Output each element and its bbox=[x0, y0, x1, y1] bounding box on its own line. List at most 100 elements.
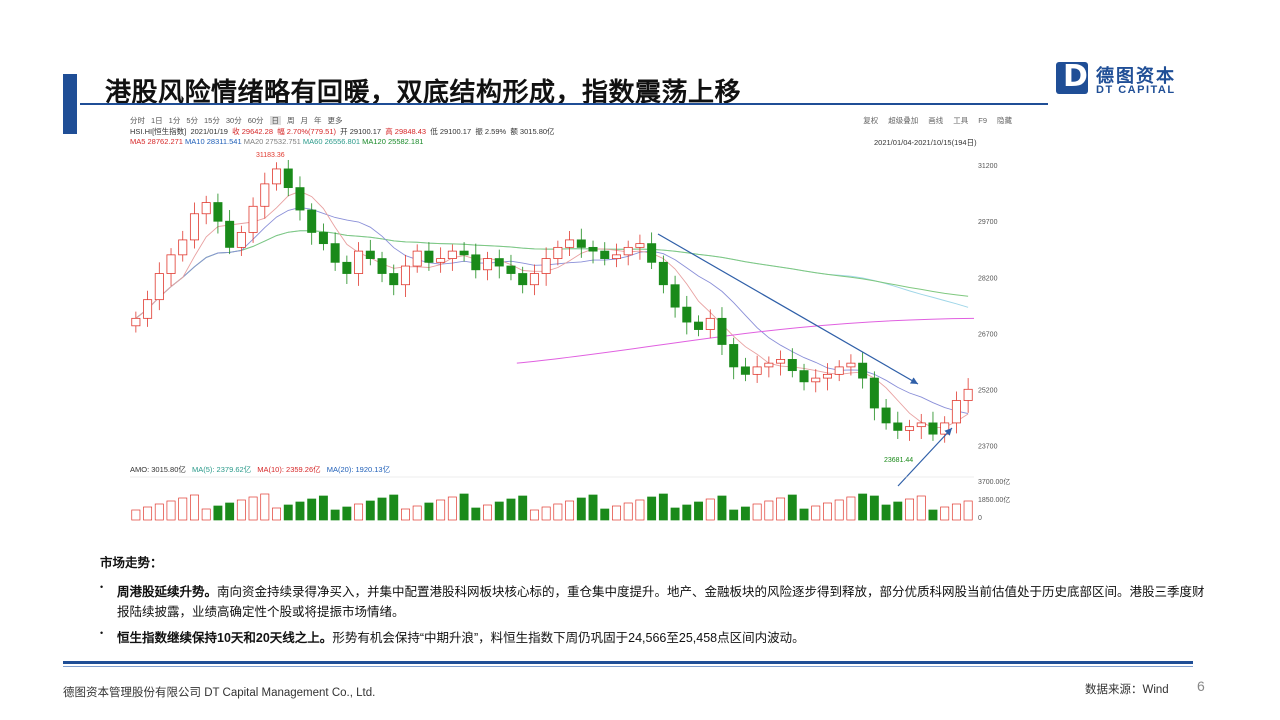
volume-bar bbox=[225, 502, 235, 521]
period-tab-2[interactable]: 1分 bbox=[168, 116, 181, 125]
candle-body bbox=[565, 239, 575, 248]
bullet-2-lead: 恒生指数继续保持10天和20天线之上。 bbox=[117, 631, 333, 645]
candle-body bbox=[717, 317, 727, 345]
chart-tools-toolbar: 复权 超级叠加 画线 工具 F9 隐藏 bbox=[853, 115, 1012, 126]
open-value: 开 29100.17 bbox=[340, 127, 382, 136]
candle-body bbox=[799, 370, 809, 383]
candle-body bbox=[787, 359, 797, 372]
candle-body bbox=[248, 205, 258, 233]
volume-bar bbox=[612, 505, 621, 521]
title-accent-bar bbox=[63, 74, 77, 134]
high-price-label: 31183.36 bbox=[256, 152, 285, 159]
candle-body bbox=[951, 400, 961, 424]
period-tab-4[interactable]: 15分 bbox=[204, 116, 220, 125]
bullet-1-lead: 周港股延续升势。 bbox=[117, 585, 218, 599]
volume-bar bbox=[178, 497, 188, 521]
candle-body bbox=[811, 377, 821, 383]
index-code: HSI.HI[恒生指数] bbox=[130, 127, 187, 136]
candle-body bbox=[354, 250, 364, 274]
period-tab-1[interactable]: 1日 bbox=[151, 116, 163, 125]
volume-bar bbox=[705, 498, 715, 521]
period-tab-5[interactable]: 30分 bbox=[225, 116, 242, 125]
volume-bar bbox=[342, 506, 352, 521]
volume-bar bbox=[518, 495, 528, 521]
chart-info-line: HSI.HI[恒生指数] 2021/01/19 收 29642.28 幅 2.7… bbox=[130, 126, 555, 137]
volume-bar bbox=[260, 493, 270, 521]
volume-bar bbox=[834, 499, 844, 521]
period-tab-3[interactable]: 5分 bbox=[186, 116, 199, 125]
volume-bar bbox=[318, 495, 328, 521]
volume-bar bbox=[447, 496, 457, 521]
candle-body bbox=[916, 422, 926, 428]
candle-body bbox=[623, 246, 633, 256]
volume-bar bbox=[905, 498, 914, 521]
volume-tick-label: 0 bbox=[978, 515, 982, 522]
candle-body bbox=[881, 407, 891, 424]
volume-tick-label: 3700.00亿 bbox=[978, 477, 1010, 486]
period-tab-8[interactable]: 周 bbox=[287, 116, 295, 125]
candle-body bbox=[694, 321, 704, 330]
volume-bar bbox=[565, 500, 575, 521]
candle-body bbox=[670, 284, 680, 308]
candle-body bbox=[600, 250, 610, 259]
chart-tool-0[interactable]: 复权 bbox=[863, 116, 879, 125]
period-tab-9[interactable]: 月 bbox=[300, 116, 309, 125]
candle-body bbox=[682, 306, 692, 323]
candle-body bbox=[189, 213, 199, 241]
amo-ma10: MA(10): 2359.26亿 bbox=[257, 465, 321, 474]
chart-tool-3[interactable]: 工具 bbox=[953, 116, 969, 125]
uptrend-arrow bbox=[897, 427, 953, 487]
data-source: 数据来源：Wind bbox=[1085, 684, 1169, 696]
volume-bar bbox=[916, 495, 926, 521]
candle-body bbox=[225, 220, 235, 248]
volume-bar bbox=[459, 493, 469, 521]
period-tab-10[interactable]: 年 bbox=[314, 116, 322, 125]
candle-body bbox=[541, 258, 551, 274]
chart-tool-5[interactable]: 隐藏 bbox=[997, 116, 1012, 125]
y-tick-label: 28200 bbox=[978, 275, 998, 282]
volume-bar bbox=[389, 494, 399, 521]
candle-body bbox=[377, 258, 387, 274]
candle-body bbox=[412, 250, 422, 267]
period-tab-11[interactable]: 更多 bbox=[327, 116, 343, 125]
chart-tool-4[interactable]: F9 bbox=[978, 116, 987, 125]
volume-bar bbox=[213, 505, 223, 521]
volume-bar bbox=[365, 500, 375, 521]
volume-bar bbox=[529, 509, 539, 521]
volume-bar bbox=[236, 499, 246, 521]
chart-tool-1[interactable]: 超级叠加 bbox=[888, 116, 919, 125]
bullet-1-body: 南向资金持续录得净买入，并集中配置港股科网板块核心标的，重仓集中度提升。地产、金… bbox=[117, 585, 1205, 619]
chart-tool-2[interactable]: 画线 bbox=[928, 116, 944, 125]
ma-legend: MA5 28762.271 MA10 28311.541 MA20 27532.… bbox=[130, 137, 423, 146]
logo-english-name: DT CAPITAL bbox=[1096, 84, 1176, 96]
candle-body bbox=[483, 258, 493, 271]
candle-body bbox=[389, 273, 399, 286]
candle-body bbox=[588, 246, 598, 252]
amplitude-value: 振 2.59% bbox=[475, 127, 507, 136]
volume-bar bbox=[881, 504, 891, 521]
period-tab-7[interactable]: 日 bbox=[269, 116, 282, 125]
volume-bar bbox=[858, 493, 868, 521]
period-tab-0[interactable]: 分时 bbox=[130, 116, 145, 125]
y-tick-label: 26700 bbox=[978, 331, 998, 338]
candle-body bbox=[647, 243, 657, 263]
volume-bar bbox=[354, 503, 364, 521]
y-tick-label: 25200 bbox=[978, 387, 998, 394]
ma60-line bbox=[135, 230, 969, 319]
volume-bar bbox=[330, 509, 340, 521]
candle-body bbox=[295, 187, 305, 211]
y-tick-label: 23700 bbox=[978, 443, 998, 450]
volume-bar bbox=[600, 508, 610, 521]
y-tick-label: 29700 bbox=[978, 219, 998, 226]
market-trend-heading: 市场走势： bbox=[100, 556, 163, 570]
volume-bar bbox=[131, 509, 141, 521]
volume-bar bbox=[154, 503, 164, 521]
ma-legend-item: MA20 27532.751 bbox=[243, 137, 303, 146]
title-underline bbox=[80, 103, 1048, 105]
volume-bar bbox=[553, 503, 563, 521]
volume-bar bbox=[166, 500, 176, 521]
candle-body bbox=[213, 202, 223, 222]
amo-value: AMO: 3015.80亿 bbox=[130, 465, 186, 474]
bullet-icon: • bbox=[100, 582, 104, 592]
period-tab-6[interactable]: 60分 bbox=[247, 116, 264, 125]
